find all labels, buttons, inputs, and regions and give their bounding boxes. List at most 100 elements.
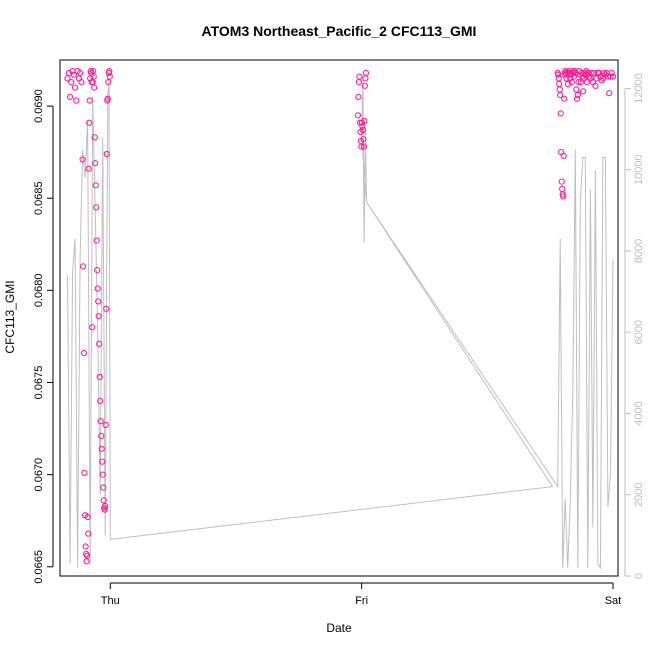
data-point (570, 69, 577, 77)
data-point (583, 79, 590, 86)
x-tick-label: Thu (101, 595, 120, 607)
plot-border (59, 59, 619, 577)
data-point (82, 543, 89, 550)
y-axis-label: CFC113_GMI (3, 280, 17, 353)
data-point (100, 484, 107, 491)
y-right-tick-label: 0 (633, 573, 645, 579)
y-tick-label: 0.0680 (33, 274, 45, 308)
data-point (103, 150, 110, 158)
data-point (105, 79, 112, 86)
data-point (356, 73, 363, 80)
data-point (102, 502, 109, 510)
data-point (556, 80, 563, 88)
data-point (80, 349, 88, 357)
data-point (577, 79, 584, 86)
data-point (80, 263, 87, 270)
data-point (79, 156, 86, 163)
data-point (359, 123, 366, 130)
data-point (361, 82, 368, 89)
data-point (584, 69, 591, 77)
x-axis-label: Date (326, 621, 352, 635)
data-point (89, 324, 96, 331)
data-point (607, 73, 614, 80)
data-point (358, 143, 365, 150)
y-tick-label: 0.0665 (33, 550, 45, 584)
data-point (359, 126, 366, 134)
data-point (555, 75, 562, 82)
data-point (609, 73, 617, 80)
data-point (86, 97, 93, 104)
data-point (84, 552, 91, 559)
data-point (557, 91, 564, 99)
data-point (106, 73, 113, 80)
data-point (77, 69, 84, 77)
data-point (99, 471, 106, 478)
data-point (85, 165, 92, 172)
data-point (592, 82, 599, 89)
data-point (101, 506, 108, 513)
data-point (93, 237, 100, 244)
chart-title: ATOM3 Northeast_Pacific_2 CFC113_GMI (202, 23, 477, 39)
points-layer (64, 68, 617, 565)
data-point (558, 149, 565, 156)
data-point (75, 75, 83, 82)
data-point (95, 298, 102, 305)
data-point (96, 340, 103, 347)
data-point (574, 91, 581, 99)
data-point (67, 93, 74, 101)
data-point (64, 75, 71, 82)
data-point (94, 285, 101, 292)
data-point (81, 469, 88, 476)
data-point (558, 178, 565, 185)
plot-area (59, 59, 619, 577)
data-point (91, 84, 98, 91)
data-point (94, 267, 101, 274)
data-point (96, 373, 103, 381)
y-axis: 0.0665 0.0670 0.0675 0.0680 0.0685 0.0690 (33, 89, 54, 584)
y-tick-label: 0.0675 (33, 366, 45, 400)
data-point (83, 558, 90, 565)
y-right-tick-label: 10000 (633, 154, 645, 185)
data-point (90, 73, 97, 80)
y-tick-label: 0.0690 (33, 89, 45, 123)
data-point (606, 90, 613, 97)
data-point (567, 75, 574, 82)
data-point (98, 432, 105, 439)
data-point (68, 79, 75, 86)
data-point (561, 95, 568, 102)
data-point (568, 79, 575, 86)
data-point (360, 136, 367, 143)
x-axis: Thu Fri Sat (101, 582, 622, 607)
y-tick-label: 0.0670 (33, 458, 45, 492)
y-right-tick-label: 6000 (633, 320, 645, 344)
data-point (355, 79, 362, 86)
data-point (98, 445, 105, 452)
data-point (564, 69, 571, 77)
data-point (362, 69, 369, 77)
y-right-tick-label: 12000 (633, 73, 645, 104)
data-point (70, 71, 77, 78)
data-point (580, 88, 587, 95)
data-point (355, 93, 362, 101)
data-point (583, 68, 590, 75)
data-point (100, 497, 107, 504)
data-point (84, 513, 91, 521)
data-point (588, 69, 595, 77)
data-point (555, 71, 562, 78)
data-point (91, 134, 98, 141)
data-point (556, 86, 563, 93)
data-point (362, 75, 369, 82)
data-point (99, 458, 106, 465)
data-point (95, 313, 102, 320)
x-tick-label: Sat (605, 595, 622, 607)
altitude-line-layer (67, 80, 614, 570)
data-point (102, 421, 109, 428)
y-right-tick-label: 8000 (633, 239, 645, 263)
data-point (560, 152, 567, 159)
data-point (559, 185, 566, 193)
data-point (86, 119, 93, 126)
data-point (573, 86, 580, 93)
data-point (560, 193, 567, 200)
data-point (361, 117, 368, 124)
